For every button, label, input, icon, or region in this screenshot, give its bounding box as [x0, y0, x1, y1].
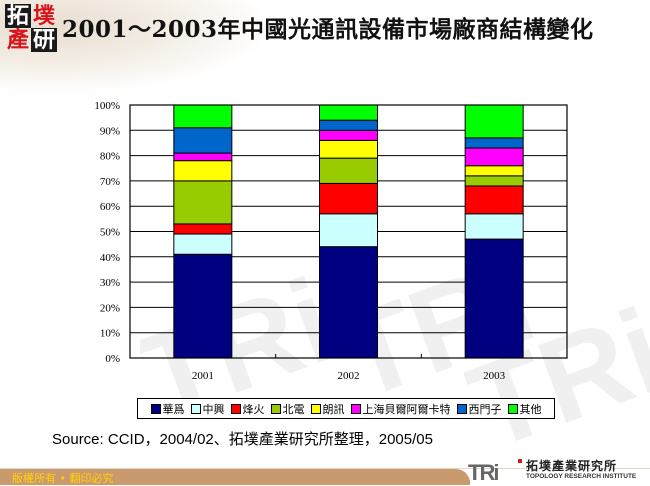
legend-label: 朗訊 [322, 402, 345, 416]
tri-logo-dot [518, 459, 522, 463]
bar-segment [319, 182, 378, 215]
page-title: 2001～2003年中國光通訊設備市場廠商結構變化 [62, 16, 594, 43]
bar-segment [464, 238, 524, 359]
y-tick-label: 80% [100, 151, 120, 163]
bar-segment [319, 246, 378, 359]
logo-char: 研 [31, 27, 57, 53]
source-note: Source: CCID，2004/02、拓墣產業研究所整理，2005/05 [52, 431, 433, 448]
y-tick-label: 70% [100, 176, 120, 188]
legend-swatch [350, 403, 361, 414]
y-tick-label: 90% [100, 125, 120, 137]
y-tick-label: 10% [100, 328, 120, 340]
y-tick-label: 100% [94, 100, 120, 112]
bars [173, 104, 524, 359]
y-tick-label: 0% [105, 353, 120, 365]
plot-area-border [129, 104, 568, 359]
legend-label: 其他 [519, 402, 542, 416]
legend-item: 朗訊 [310, 401, 345, 417]
legend-label: 上海貝爾阿爾卡特 [362, 402, 451, 416]
logo-char: 產 [6, 27, 29, 53]
x-axis-labels: 2001 2002 2003 [192, 370, 506, 382]
bar-segment [464, 147, 524, 167]
org-name-cn: 拓墣產業研究所 [526, 459, 618, 473]
legend-item: 華爲 [150, 401, 185, 417]
legend-swatch [310, 403, 321, 414]
legend-item: 烽火 [230, 401, 265, 417]
legend-swatch [230, 403, 241, 414]
legend-item: 其他 [507, 401, 542, 417]
legend-label: 華爲 [162, 402, 185, 416]
bar-segment [173, 233, 233, 255]
org-name-en: TOPOLOGY RESEARCH INSTITUTE [526, 473, 637, 480]
bar-segment [319, 157, 378, 184]
y-tick-label: 20% [100, 302, 120, 314]
logo-char: 墣 [32, 3, 55, 29]
legend-label: 西門子 [468, 402, 502, 416]
legend-item: 上海貝爾阿爾卡特 [350, 401, 451, 417]
legend-item: 西門子 [456, 401, 502, 417]
bar-segment [464, 137, 524, 149]
copyright-text: 版權所有 • 翻印必究 [12, 472, 114, 485]
bar-segment [464, 213, 524, 240]
bar-segment [464, 175, 524, 187]
legend-item: 北電 [270, 401, 305, 417]
bar-segment [319, 213, 378, 248]
legend-swatch [270, 403, 281, 414]
legend-label: 烽火 [242, 402, 265, 416]
x-tick-label: 2001 [192, 370, 214, 382]
bar-segment [173, 180, 233, 225]
bar-segment [319, 104, 378, 121]
bar-segment [319, 119, 378, 131]
legend-label: 北電 [282, 402, 305, 416]
bar-segment [173, 152, 233, 162]
bar-segment [464, 185, 524, 215]
footer-bar [0, 469, 470, 485]
bar-segment [319, 139, 378, 159]
bar-segment [319, 129, 378, 141]
legend-swatch [507, 403, 518, 414]
tri-logo-mark: TRi [468, 460, 499, 485]
legend-swatch [456, 403, 467, 414]
bar-segment [173, 160, 233, 182]
legend-swatch [150, 403, 161, 414]
y-axis-labels: 0% 10% 20% 30% 40% 50% 60% 70% 80% 90% 100% [94, 100, 120, 365]
footer-divider [0, 468, 650, 469]
topology-logo: 拓 墣 產 研 [5, 4, 59, 54]
y-tick-label: 30% [100, 277, 120, 289]
bar-segment [464, 165, 524, 177]
bar-segment [173, 253, 233, 359]
bar-segment [173, 104, 233, 129]
legend-item: 中興 [190, 401, 225, 417]
y-tick-label: 40% [100, 252, 120, 264]
logo-char: 拓 [5, 3, 31, 29]
chart-legend: 華爲 中興 烽火 北電 朗訊 上海貝爾阿爾卡特 西門子 其他 [137, 398, 555, 419]
bar-segment [173, 127, 233, 154]
y-tick-label: 60% [100, 201, 120, 213]
bar-segment [173, 223, 233, 235]
legend-swatch [190, 403, 201, 414]
y-tick-label: 50% [100, 227, 120, 239]
plot-frame [129, 104, 568, 359]
x-tick-label: 2003 [483, 370, 506, 382]
x-tick-label: 2002 [338, 370, 360, 382]
bar-segment [464, 104, 524, 139]
legend-label: 中興 [202, 402, 225, 416]
tri-logo: TRi 拓墣產業研究所 TOPOLOGY RESEARCH INSTITUTE [468, 456, 648, 485]
